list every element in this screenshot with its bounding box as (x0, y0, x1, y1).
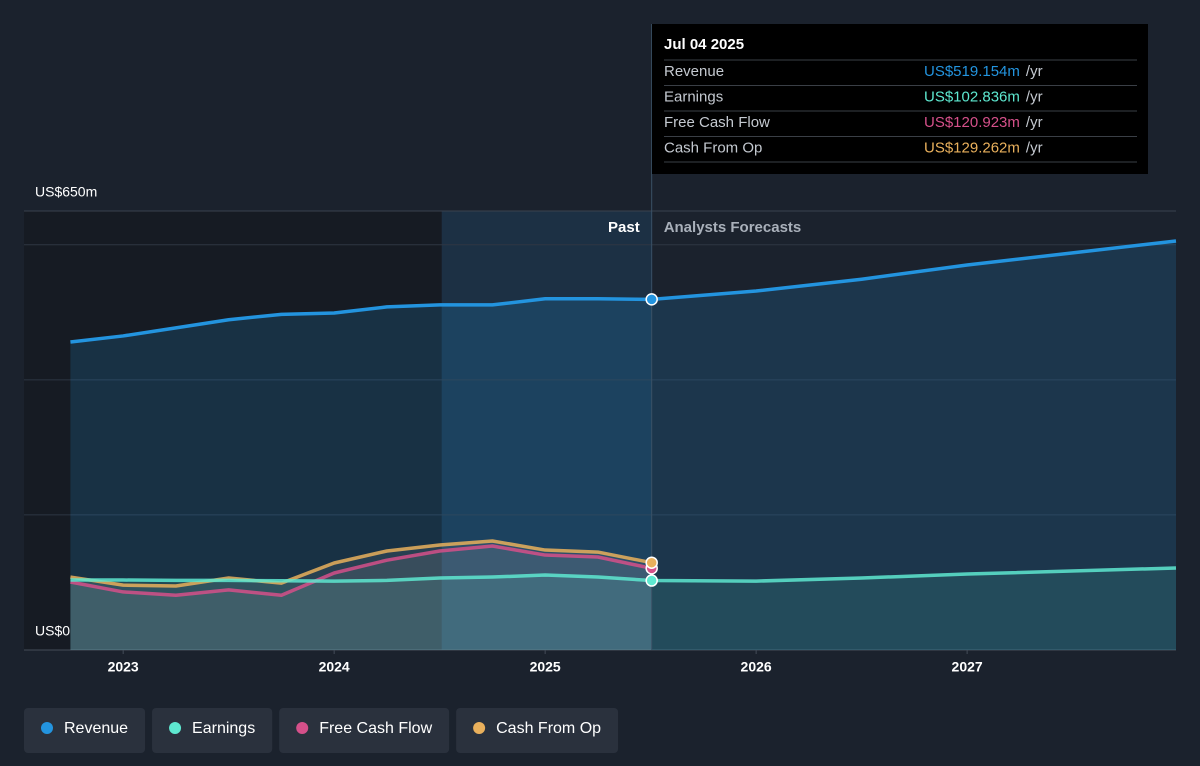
point (645, 574, 658, 587)
series-area (70, 540, 652, 650)
x-tick-label: 2023 (108, 659, 139, 675)
legend-button (279, 708, 450, 753)
series-area (70, 545, 652, 650)
legend-label: Revenue (64, 720, 128, 737)
y-tick-label: US$650m (35, 184, 97, 200)
tooltip-name: Earnings (664, 88, 723, 105)
tooltip-value: US$129.262m (924, 139, 1020, 156)
tooltip-name: Cash From Op (664, 139, 762, 156)
legend-button (24, 708, 146, 753)
legend-swatch (169, 722, 182, 734)
tooltip-unit: /yr (1026, 139, 1043, 156)
x-tick-label: 2026 (741, 659, 772, 675)
legend-swatch (41, 722, 53, 734)
series-line (70, 239, 1177, 344)
tooltip (652, 24, 1148, 174)
tooltip-value: US$519.154m (924, 63, 1020, 80)
series-line (70, 544, 653, 598)
tooltip-name: Revenue (664, 63, 724, 80)
legend-item[interactable]: Revenue (24, 708, 146, 753)
legend-item[interactable]: Earnings (152, 708, 273, 753)
x-tick-label: 2025 (530, 659, 561, 675)
point (645, 293, 658, 306)
x-tick-label: 2027 (952, 659, 983, 675)
tooltip-value: US$120.923m (924, 114, 1020, 131)
series-line (70, 566, 1177, 583)
series-line (70, 539, 653, 588)
tooltip-name: Free Cash Flow (664, 114, 770, 131)
legend-label: Cash From Op (496, 720, 601, 737)
tooltip-date: Jul 04 2025 (664, 36, 744, 53)
series-area (70, 240, 1176, 651)
forecast-label: Analysts Forecasts (664, 219, 802, 236)
legend-button (456, 708, 619, 753)
legend-item[interactable]: Free Cash Flow (279, 708, 450, 753)
tooltip-value: US$102.836m (924, 88, 1020, 105)
legend-swatch (473, 722, 486, 734)
past-label: Past (608, 219, 640, 236)
series-area (70, 568, 1176, 650)
legend-label: Earnings (192, 720, 255, 737)
y-tick-label: US$0 (35, 623, 70, 639)
legend-swatch (296, 722, 309, 734)
tooltip-unit: /yr (1026, 88, 1043, 105)
tooltip-unit: /yr (1026, 114, 1043, 131)
tooltip-unit: /yr (1026, 63, 1043, 80)
legend-label: Free Cash Flow (319, 720, 432, 737)
legend-button (152, 708, 273, 753)
legend-item[interactable]: Cash From Op (456, 708, 619, 753)
point (645, 556, 658, 569)
x-tick-label: 2024 (319, 659, 350, 675)
